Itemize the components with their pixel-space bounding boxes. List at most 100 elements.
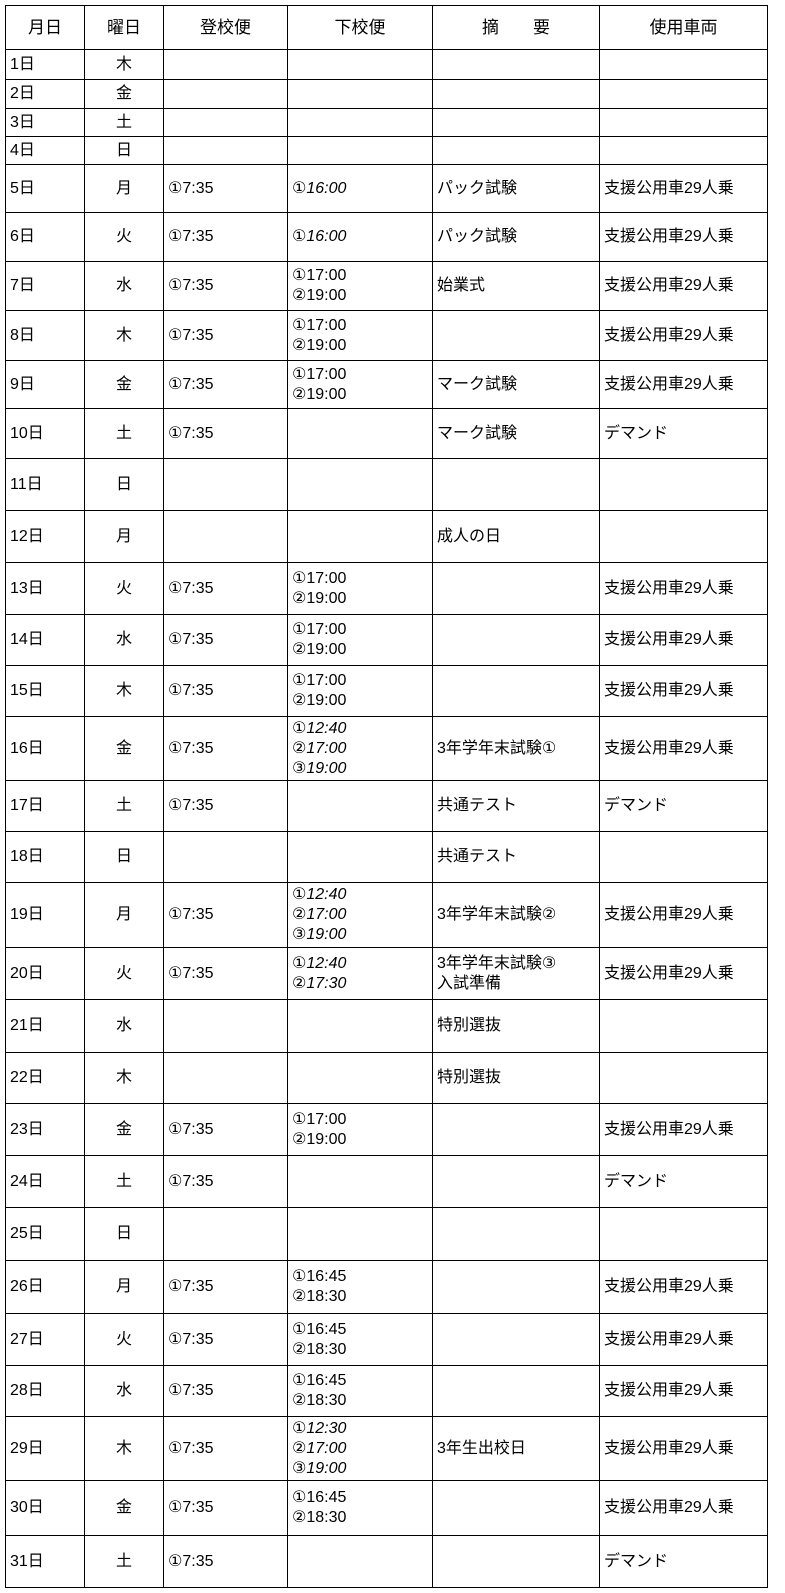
header-date: 月日 xyxy=(5,5,85,50)
summary-cell: パック試験 xyxy=(432,164,600,213)
from-school-cell: ①17:00 ②19:00 xyxy=(287,1103,433,1156)
to-school-cell xyxy=(163,1052,288,1104)
from-school-cell: ①12:40 ②17:00 ③19:00 xyxy=(287,882,433,948)
date-cell: 8日 xyxy=(5,310,85,361)
cell-line: 始業式 xyxy=(437,277,486,294)
cell-text: 支援公用車29人乗 xyxy=(604,579,734,597)
from-school-cell: ①17:00 ②19:00 xyxy=(287,665,433,717)
vehicle-cell: 支援公用車29人乗 xyxy=(599,947,768,1000)
from-school-cell xyxy=(287,831,433,883)
cell-text: 2日 xyxy=(10,85,35,102)
cell-text: 支援公用車29人乗 xyxy=(604,1382,734,1399)
cell-line: マーク試験 xyxy=(437,375,518,393)
cell-line: 共通テスト xyxy=(437,797,518,814)
cell-text: 金 xyxy=(115,85,132,102)
cell-line: ①17:00 xyxy=(292,621,347,638)
cell-text: 3日 xyxy=(10,113,35,131)
cell-text: 支援公用車29人乗 xyxy=(604,964,734,982)
day-of-week-cell: 日 xyxy=(84,831,164,883)
date-cell: 11日 xyxy=(5,458,85,511)
to-school-cell: ①7:35 xyxy=(163,1260,288,1314)
cell-text: デマンド xyxy=(604,1172,669,1190)
from-school-cell xyxy=(287,108,433,137)
cell-line: 入試準備 xyxy=(437,974,502,992)
cell-text: 日 xyxy=(115,848,132,865)
summary-cell xyxy=(432,1155,600,1208)
from-school-cell: ①17:00 ②19:00 xyxy=(287,614,433,666)
to-school-cell: ①7:35 xyxy=(163,1155,288,1208)
vehicle-cell: 支援公用車29人乗 xyxy=(599,310,768,361)
day-of-week-cell: 月 xyxy=(84,164,164,213)
from-school-cell xyxy=(287,1052,433,1104)
vehicle-cell: 支援公用車29人乗 xyxy=(599,1103,768,1156)
day-of-week-cell: 水 xyxy=(84,999,164,1053)
to-school-cell xyxy=(163,79,288,109)
cell-text: ①7:35 xyxy=(168,228,214,245)
cell-line: ①17:00 xyxy=(292,365,347,383)
to-school-cell xyxy=(163,458,288,511)
cell-text: 日 xyxy=(115,475,132,493)
to-school-cell: ①7:35 xyxy=(163,665,288,717)
table-row: 28日 水 ①7:35 ①16:45 ②18:30 支援公用車29人乗 xyxy=(5,1365,768,1417)
cell-text: ①7:35 xyxy=(168,682,214,699)
cell-line: ②17:30 xyxy=(292,974,347,992)
summary-cell xyxy=(432,1535,600,1588)
day-of-week-cell: 金 xyxy=(84,716,164,781)
cell-text: 火 xyxy=(115,579,132,597)
cell-text: 14日 xyxy=(10,631,44,648)
to-school-cell: ①7:35 xyxy=(163,1313,288,1366)
cell-text: 金 xyxy=(115,1120,132,1138)
vehicle-cell: デマンド xyxy=(599,1155,768,1208)
from-school-cell: ①16:00 xyxy=(287,164,433,213)
cell-line: ①16:45 xyxy=(292,1372,347,1389)
day-of-week-cell: 月 xyxy=(84,1260,164,1314)
cell-text: 水 xyxy=(115,1017,132,1034)
vehicle-cell: 支援公用車29人乗 xyxy=(599,261,768,311)
summary-cell: マーク試験 xyxy=(432,360,600,409)
cell-text: 支援公用車29人乗 xyxy=(604,326,734,344)
cell-text: 月 xyxy=(115,906,132,923)
vehicle-cell xyxy=(599,1052,768,1104)
to-school-cell: ①7:35 xyxy=(163,164,288,213)
cell-line: 3年生出校日 xyxy=(437,1439,526,1457)
cell-text: 31日 xyxy=(10,1552,44,1570)
cell-line: ①12:40 xyxy=(292,886,347,903)
cell-line: ①16:45 xyxy=(292,1489,347,1506)
table-row: 7日 水 ①7:35 ①17:00 ②19:00 始業式 支援公用車29人乗 xyxy=(5,261,768,311)
cell-text: 水 xyxy=(115,277,132,294)
cell-text: 支援公用車29人乗 xyxy=(604,1330,734,1348)
table-row: 18日 日 共通テスト xyxy=(5,831,768,883)
date-cell: 15日 xyxy=(5,665,85,717)
cell-text: 9日 xyxy=(10,375,35,393)
date-cell: 17日 xyxy=(5,780,85,832)
date-cell: 27日 xyxy=(5,1313,85,1366)
cell-text: ①7:35 xyxy=(168,631,214,648)
date-cell: 26日 xyxy=(5,1260,85,1314)
summary-cell: 共通テスト xyxy=(432,780,600,832)
vehicle-cell: 支援公用車29人乗 xyxy=(599,1416,768,1481)
date-cell: 2日 xyxy=(5,79,85,109)
date-cell: 12日 xyxy=(5,510,85,563)
cell-text: 月 xyxy=(115,179,132,197)
date-cell: 19日 xyxy=(5,882,85,948)
cell-line: パック試験 xyxy=(437,228,518,245)
cell-text: 木 xyxy=(115,326,132,344)
cell-text: ①7:35 xyxy=(168,1439,214,1457)
cell-text: 木 xyxy=(115,682,132,699)
day-of-week-cell: 金 xyxy=(84,360,164,409)
cell-line: ①12:40 xyxy=(292,719,347,737)
table-row: 19日 月 ①7:35 ①12:40 ②17:00 ③19:00 3年学年末試験② 支援公用車… xyxy=(5,882,768,948)
vehicle-cell: 支援公用車29人乗 xyxy=(599,164,768,213)
cell-line: ①17:00 xyxy=(292,569,347,587)
day-of-week-cell: 木 xyxy=(84,49,164,80)
from-school-cell: ①16:00 xyxy=(287,212,433,262)
cell-text: 27日 xyxy=(10,1330,44,1348)
date-cell: 10日 xyxy=(5,408,85,459)
cell-line: ②19:00 xyxy=(292,692,347,709)
date-cell: 4日 xyxy=(5,136,85,165)
header-from-school: 下校便 xyxy=(287,5,433,50)
table-row: 15日 木 ①7:35 ①17:00 ②19:00 支援公用車29人乗 xyxy=(5,665,768,717)
cell-text: 支援公用車29人乗 xyxy=(604,1120,734,1138)
to-school-cell xyxy=(163,49,288,80)
summary-cell: マーク試験 xyxy=(432,408,600,459)
